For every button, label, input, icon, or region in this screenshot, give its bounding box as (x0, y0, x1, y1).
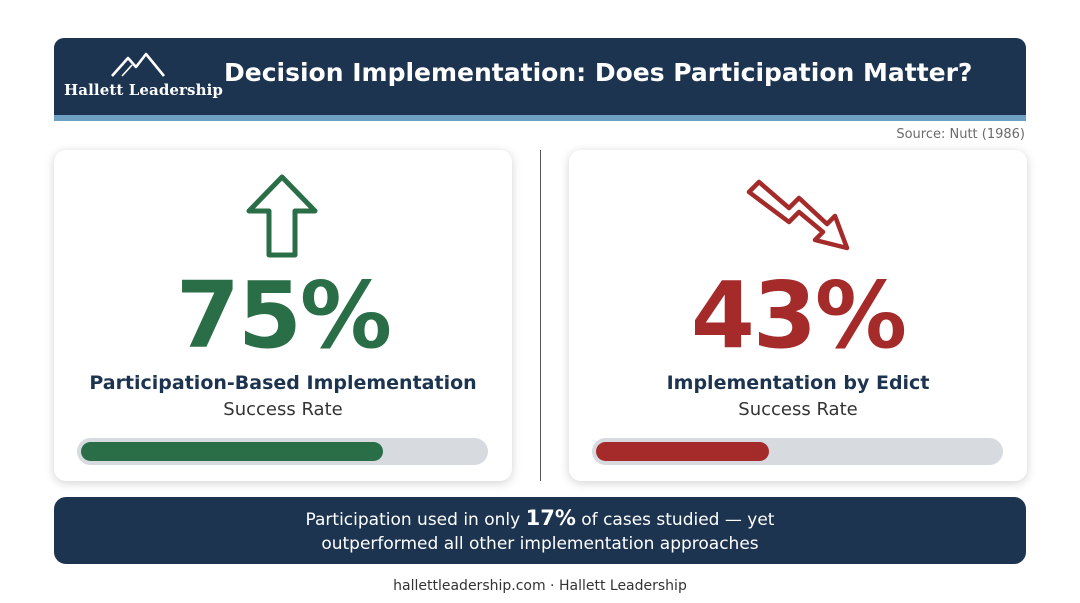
edict-card: 43% Implementation by Edict Success Rate (569, 150, 1027, 481)
trend-down-arrow-icon (746, 179, 850, 251)
banner-highlight: 17% (525, 506, 576, 530)
participation-rate-value: 75% (175, 262, 392, 369)
mountain-logo-icon (111, 52, 166, 77)
footer-text: hallettleadership.com · Hallett Leadersh… (393, 578, 687, 594)
logo: Hallett Leadership (64, 52, 223, 102)
banner-line-2: outperformed all other implementation ap… (321, 534, 759, 554)
participation-card: 75% Participation-Based Implementation S… (54, 150, 512, 481)
logo-text: Hallett Leadership (64, 81, 223, 99)
edict-progress-fill (596, 442, 769, 461)
source-citation: Source: Nutt (1986) (896, 127, 1025, 142)
banner-text-before: Participation used in only (305, 510, 526, 530)
edict-progress-track (592, 438, 1003, 465)
page-title: Decision Implementation: Does Participat… (224, 58, 973, 87)
participation-progress-fill (81, 442, 383, 461)
banner-line-1: Participation used in only 17% of cases … (54, 506, 1026, 532)
participation-card-subtitle: Success Rate (223, 399, 343, 420)
up-arrow-icon (246, 174, 318, 258)
participation-card-title: Participation-Based Implementation (89, 372, 477, 394)
edict-card-title: Implementation by Edict (666, 372, 930, 394)
edict-card-subtitle: Success Rate (738, 399, 858, 420)
banner-text-after: of cases studied — yet (575, 510, 775, 530)
edict-rate-value: 43% (690, 262, 907, 369)
header-bar: Hallett Leadership Decision Implementati… (54, 38, 1026, 121)
card-divider (540, 150, 541, 481)
participation-progress-track (77, 438, 488, 465)
summary-banner: Participation used in only 17% of cases … (54, 497, 1026, 564)
header-accent-stripe (54, 115, 1026, 121)
